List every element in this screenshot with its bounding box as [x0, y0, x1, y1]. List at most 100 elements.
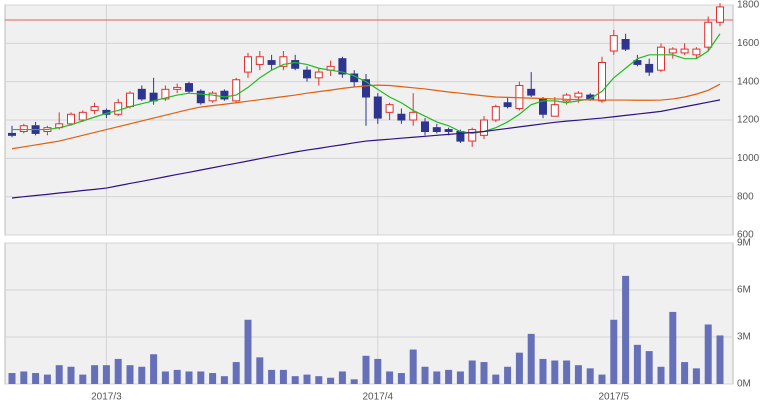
x-tick-label: 2017/5 — [599, 392, 630, 403]
moving-average — [11, 83, 721, 150]
volume-bar — [126, 365, 134, 384]
x-tick-label: 2017/3 — [91, 392, 122, 403]
y-tick-label: 0M — [737, 379, 751, 390]
volume-bar — [397, 373, 405, 384]
volume-bar — [409, 349, 417, 384]
volume-bar — [563, 360, 571, 384]
candle-body — [126, 92, 134, 108]
volume-bar — [315, 376, 323, 384]
moving-average — [12, 33, 721, 135]
candle-body — [8, 132, 16, 136]
candle-body — [598, 62, 606, 102]
candle-body — [527, 88, 536, 96]
volume-bar — [268, 369, 276, 384]
volume-bar — [173, 369, 181, 384]
volume-bar — [8, 373, 16, 384]
volume-bar — [586, 368, 594, 384]
candle-body — [621, 39, 630, 50]
volume-bar — [610, 319, 618, 384]
candle-body — [645, 63, 654, 73]
candle-body — [314, 71, 323, 79]
volume-bar — [150, 354, 158, 384]
candle-body — [185, 83, 193, 92]
candle-body — [692, 48, 701, 56]
volume-bar — [374, 358, 382, 384]
candle-body — [716, 6, 724, 23]
volume-bar — [574, 365, 582, 384]
candle-body — [90, 106, 99, 111]
volume-bar — [692, 368, 700, 384]
volume-bar — [527, 333, 535, 384]
y-tick-label: 3M — [737, 332, 751, 343]
candle-body — [220, 90, 229, 100]
candle-body — [279, 56, 288, 67]
volume-bar — [704, 324, 712, 384]
moving-average — [11, 99, 721, 199]
candle-body — [444, 129, 453, 132]
volume-bar — [445, 369, 453, 384]
candle-body — [550, 104, 559, 117]
candle-body — [255, 56, 264, 65]
volume-bar — [633, 344, 641, 384]
y-tick-label: 600 — [737, 230, 754, 241]
candle-body — [480, 119, 488, 136]
volume-bar — [456, 371, 464, 384]
candle-body — [338, 58, 347, 75]
volume-bar — [256, 357, 264, 384]
candle-body — [491, 106, 500, 121]
candle-body — [503, 102, 512, 108]
candle-body — [609, 35, 618, 52]
candle-body — [78, 111, 87, 121]
volume-bar — [338, 371, 346, 384]
volume-bar — [91, 365, 99, 384]
volume-bar — [716, 335, 724, 384]
volume-bar — [350, 379, 358, 384]
volume-bar — [32, 373, 40, 384]
volume-bar — [622, 275, 630, 384]
volume-bar — [327, 377, 335, 384]
y-tick-label: 1800 — [737, 0, 760, 11]
volume-bar — [220, 376, 228, 384]
candle-body — [668, 48, 677, 54]
candle-body — [680, 48, 689, 54]
candle-body — [385, 104, 394, 113]
candle-body — [196, 90, 205, 104]
volume-bar — [645, 351, 653, 384]
candle-body — [468, 129, 477, 142]
y-tick-label: 1600 — [737, 38, 760, 49]
x-tick-label: 2017/4 — [363, 392, 394, 403]
volume-bar — [244, 319, 252, 384]
volume-bar — [303, 374, 311, 384]
volume-bar — [492, 374, 500, 384]
candle-body — [232, 79, 241, 102]
candle-body — [173, 86, 182, 90]
volume-bar — [114, 358, 122, 384]
volume-bar — [468, 360, 476, 384]
volume-bar — [209, 373, 217, 384]
candle-body — [291, 60, 300, 69]
candle-body — [67, 113, 75, 125]
y-tick-label: 9M — [737, 238, 751, 249]
y-tick-label: 1200 — [737, 115, 760, 126]
volume-bar — [197, 371, 205, 384]
volume-bar — [138, 366, 146, 384]
candle-body — [633, 60, 642, 65]
candle-body — [704, 21, 713, 48]
candle-body — [409, 111, 418, 121]
volume-bar — [161, 371, 169, 384]
candle-body — [161, 88, 170, 100]
candle-body — [421, 121, 429, 132]
volume-bar — [279, 369, 287, 384]
volume-bar — [598, 374, 606, 384]
y-tick-label: 1400 — [737, 76, 760, 87]
volume-bar — [539, 358, 547, 384]
candle-body — [657, 46, 665, 71]
volume-bar — [386, 371, 394, 384]
candle-body — [397, 113, 406, 121]
volume-bar — [102, 365, 110, 384]
volume-bar — [433, 371, 441, 384]
volume-bar — [551, 360, 559, 384]
volume-bar — [291, 376, 299, 384]
volume-bar — [67, 366, 75, 384]
